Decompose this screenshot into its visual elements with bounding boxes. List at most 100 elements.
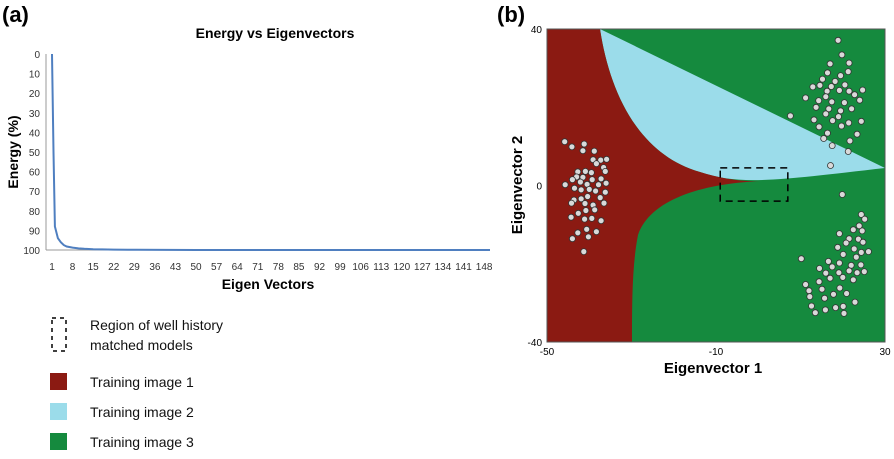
scatter-point [568, 143, 576, 151]
scatter-point [581, 215, 588, 223]
scatter-point [857, 117, 865, 125]
scatter-point [588, 214, 596, 222]
legend: Region of well history matched models Tr… [50, 317, 223, 450]
scatter-point [590, 147, 598, 155]
scatter-point [596, 194, 604, 202]
chart-b-x-tick-label: 30 [879, 347, 891, 358]
scatter-point [848, 105, 855, 113]
scatter-point [825, 257, 832, 265]
scatter-point [818, 285, 826, 293]
scatter-point [815, 123, 823, 131]
scatter-point [828, 142, 836, 150]
scatter-point [846, 137, 854, 145]
scatter-point [857, 261, 865, 269]
scatter-point [845, 267, 853, 275]
chart-b-points [561, 36, 872, 317]
scatter-point [828, 263, 836, 271]
scatter-point [844, 68, 852, 75]
scatter-point [815, 278, 823, 286]
scatter-point [858, 227, 866, 235]
scatter-point [824, 129, 831, 137]
scatter-point [850, 245, 858, 253]
scatter-point [839, 273, 847, 281]
scatter-point [836, 87, 843, 94]
panel-b-label: (b) [497, 2, 525, 27]
chart-a-x-tick-label: 43 [170, 262, 182, 273]
scatter-point [861, 215, 869, 223]
scatter-point [597, 175, 605, 183]
scatter-point [602, 179, 610, 187]
chart-a-x-tick-label: 148 [476, 262, 493, 273]
chart-b-y-tick-label: 40 [531, 25, 543, 36]
scatter-point [593, 160, 600, 168]
scatter-point [820, 135, 828, 142]
scatter-point [845, 119, 853, 127]
scatter-point [816, 264, 823, 272]
scatter-point [595, 181, 602, 189]
scatter-point [561, 181, 569, 189]
chart-a-y-tick-label: 30 [29, 109, 41, 120]
scatter-point [852, 253, 860, 261]
scatter-point [842, 239, 850, 247]
scatter-point [561, 138, 569, 146]
scatter-point [851, 298, 859, 306]
scatter-point [810, 116, 818, 124]
scatter-point [830, 290, 837, 298]
scatter-point [802, 281, 809, 288]
scatter-point [808, 302, 815, 310]
chart-b-y-tick-label: 0 [536, 182, 542, 193]
region-training-image-2 [547, 29, 885, 181]
well-history-region-box [719, 167, 789, 202]
scatter-point [835, 269, 843, 277]
scatter-point [588, 169, 595, 177]
scatter-point [829, 117, 836, 124]
scatter-point [853, 130, 861, 138]
scatter-point [849, 276, 857, 284]
scatter-point [859, 86, 866, 94]
chart-a-x-tick-label: 92 [314, 262, 326, 273]
chart-a-x-tick-label: 78 [273, 262, 285, 273]
scatter-point [582, 207, 590, 214]
scatter-point [577, 186, 585, 194]
chart-a-x-tick-label: 134 [435, 262, 452, 273]
chart-b-ylabel: Eigenvector 2 [509, 136, 526, 234]
scatter-point [593, 228, 600, 236]
scatter-point [823, 87, 831, 95]
chart-a-title: Energy vs Eigenvectors [196, 25, 355, 41]
chart-b-x-tick-label: -10 [709, 347, 724, 358]
scatter-point [805, 287, 813, 295]
scatter-point [580, 248, 588, 256]
legend-label-ti2: Training image 2 [90, 404, 194, 420]
scatter-point [835, 113, 842, 120]
scatter-point [841, 81, 849, 89]
scatter-point [822, 269, 830, 277]
scatter-point [592, 187, 599, 195]
scatter-point [574, 229, 582, 237]
scatter-point [825, 105, 833, 113]
scatter-point [601, 167, 609, 175]
chart-a-y-tick-label: 80 [29, 207, 41, 218]
chart-a-y-tick-label: 90 [29, 226, 41, 237]
scatter-point [859, 238, 867, 246]
scatter-point [601, 188, 609, 196]
scatter-point [843, 290, 850, 297]
scatter-point [832, 304, 839, 312]
scatter-point [583, 225, 591, 233]
legend-swatch-region [51, 317, 67, 352]
scatter-point [827, 162, 834, 169]
chart-a-x-tick-label: 141 [455, 262, 472, 273]
scatter-point [580, 140, 588, 148]
scatter-point [824, 69, 831, 77]
chart-a-x-tick-label: 64 [232, 262, 244, 273]
scatter-point [845, 59, 853, 67]
legend-label-region-line1: Region of well history [90, 317, 223, 333]
scatter-point [579, 147, 587, 155]
scatter-point [837, 72, 844, 79]
scatter-point [582, 167, 589, 175]
scatter-point [865, 248, 872, 256]
scatter-point [845, 87, 853, 95]
chart-a-y-tick-label: 0 [34, 50, 40, 61]
scatter-point [822, 93, 830, 101]
chart-a-x-tick-label: 22 [108, 262, 120, 273]
scatter-point [585, 233, 592, 241]
